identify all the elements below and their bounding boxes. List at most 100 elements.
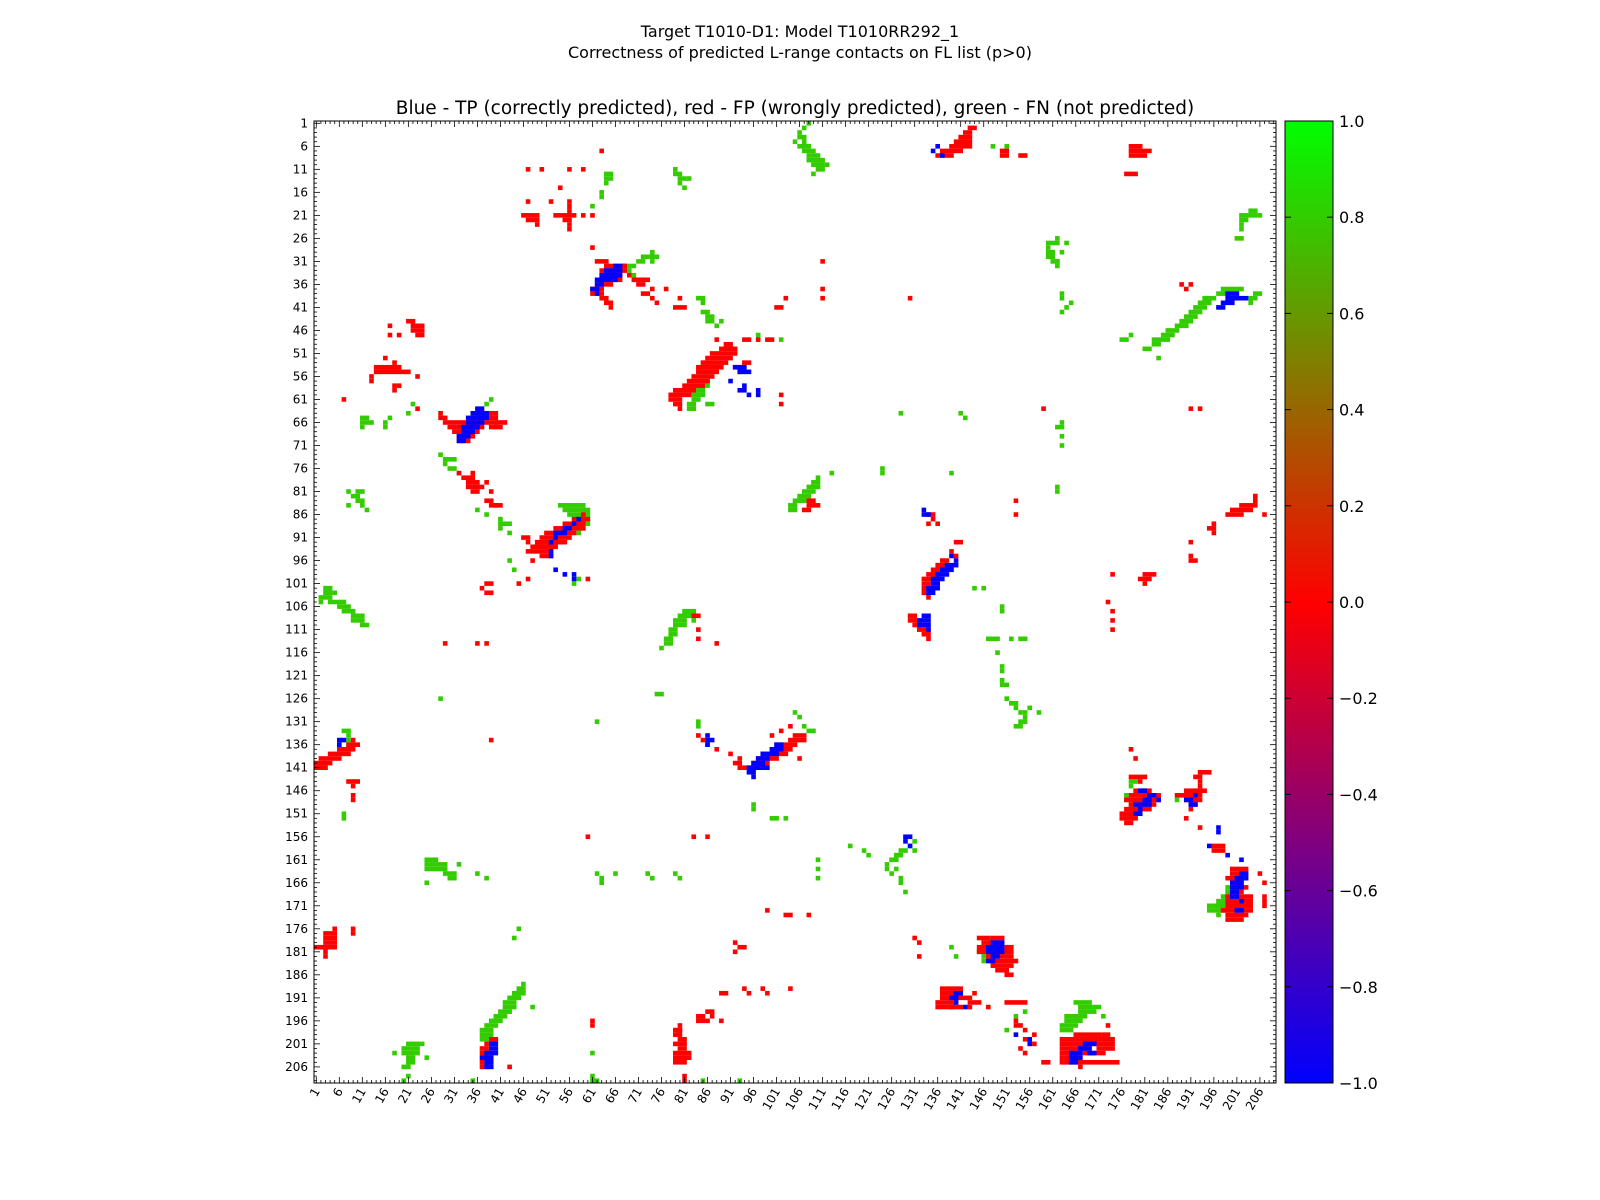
contact-cell-fp — [580, 213, 586, 218]
x-tick-label: 6 — [330, 1086, 346, 1100]
contact-cell-fp — [548, 199, 554, 204]
contact-cell-fn — [507, 530, 512, 536]
colorbar-tick-label: −0.8 — [1339, 978, 1378, 997]
contact-cell-fp — [1022, 1027, 1028, 1033]
contact-cell-tp — [1133, 811, 1143, 817]
contact-cell-tp — [548, 553, 554, 559]
contact-cell-fn — [488, 397, 494, 402]
contact-cell-fp — [926, 572, 940, 577]
contact-cell-tp — [576, 516, 581, 522]
contact-cell-fp — [323, 949, 328, 955]
contact-cell-fp — [696, 369, 720, 375]
contact-cell-fn — [801, 489, 816, 494]
contact-cell-fn — [613, 871, 618, 876]
contact-cell-fn — [797, 714, 802, 720]
contact-cell-tp — [613, 272, 623, 278]
contact-cell-fn — [792, 498, 807, 504]
contact-cell-fp — [590, 213, 595, 218]
contact-cell-fp — [387, 332, 393, 338]
contact-cell-fp — [1096, 1046, 1115, 1051]
y-tick-label: 56 — [293, 369, 308, 383]
x-tick-label: 171 — [1082, 1086, 1106, 1113]
contact-cell-fn — [493, 1013, 508, 1019]
y-tick-label: 156 — [285, 830, 308, 844]
contact-cell-fp — [1096, 1041, 1115, 1047]
contact-cell-fp — [314, 765, 328, 770]
contact-cell-fn — [880, 466, 885, 471]
contact-cell-fn — [1142, 346, 1152, 352]
contact-cell-tp — [1220, 300, 1235, 306]
contact-cell-tp — [594, 282, 604, 287]
contact-cell-fn — [673, 622, 687, 628]
contact-cell-fn — [479, 1036, 489, 1042]
y-tick-label: 61 — [293, 392, 308, 406]
contact-cell-fp — [530, 544, 558, 550]
contact-cell-fn — [650, 249, 655, 255]
contact-cell-fp — [907, 618, 917, 623]
y-tick-label: 181 — [285, 945, 308, 959]
contact-cell-fp — [438, 415, 448, 421]
contact-cell-fn — [1239, 213, 1258, 218]
y-tick-label: 196 — [285, 1014, 308, 1028]
contact-cell-fn — [898, 410, 904, 416]
contact-cell-fp — [677, 1036, 687, 1042]
contact-cell-fn — [1064, 305, 1069, 310]
contact-cell-fn — [1064, 240, 1069, 246]
contact-cell-tp — [484, 1050, 499, 1056]
contact-cell-fn — [792, 710, 798, 715]
contact-cell-fp — [953, 539, 964, 545]
contact-cell-fp — [691, 613, 701, 619]
contact-cell-fn — [866, 852, 871, 858]
contact-cell-fp — [926, 595, 931, 600]
x-tick-label: 86 — [694, 1086, 714, 1106]
contact-cell-fn — [1045, 254, 1056, 260]
contact-cell-fp — [1262, 512, 1267, 517]
contact-cell-fn — [1156, 355, 1161, 361]
x-tick-label: 201 — [1220, 1086, 1244, 1113]
contact-cell-fn — [696, 295, 706, 301]
contact-cell-tp — [571, 572, 577, 577]
contact-cell-fp — [1262, 894, 1267, 899]
contact-cell-tp — [935, 144, 940, 149]
contact-cell-fn — [424, 880, 430, 886]
contact-cell-tp — [1142, 797, 1152, 803]
contact-cell-fp — [350, 737, 356, 743]
contact-cell-fp — [696, 1018, 710, 1024]
contact-cell-fp — [650, 295, 655, 301]
contact-cells — [314, 121, 1267, 1083]
contact-cell-tp — [769, 746, 784, 752]
contact-cell-fn — [806, 728, 816, 734]
colorbar-tick-label: −0.4 — [1339, 785, 1378, 804]
x-tick-label: 11 — [349, 1086, 369, 1106]
contact-cell-fp — [350, 793, 356, 798]
contact-cell-fp — [1110, 627, 1115, 632]
contact-cell-fp — [926, 636, 931, 642]
x-tick-label: 81 — [671, 1086, 691, 1106]
contact-cell-fp — [1110, 608, 1115, 614]
contact-cell-fn — [1151, 337, 1171, 342]
contact-cell-fn — [424, 1055, 430, 1060]
contact-cell-fp — [580, 167, 586, 172]
y-tick-label: 26 — [293, 231, 308, 245]
contact-cell-fn — [1206, 908, 1226, 913]
contact-cell-fp — [539, 553, 554, 559]
contact-cell-tp — [755, 387, 761, 393]
contact-cell-fp — [622, 263, 627, 269]
contact-cell-fp — [332, 926, 338, 932]
contact-cell-fn — [788, 503, 798, 508]
contact-cell-fp — [691, 834, 697, 840]
contact-cell-fn — [696, 719, 701, 724]
contact-cell-fp — [530, 558, 535, 563]
contact-cell-tp — [571, 576, 577, 582]
plot-title: Blue - TP (correctly predicted), red - F… — [396, 98, 1195, 119]
contact-cell-fn — [696, 387, 706, 393]
contact-cell-fp — [921, 581, 931, 586]
contact-cell-fp — [525, 199, 531, 204]
contact-cell-fn — [1183, 314, 1198, 319]
contact-cell-fp — [801, 507, 812, 513]
contact-cell-fp — [714, 337, 720, 342]
contact-cell-fp — [1262, 898, 1267, 904]
contact-cell-fn — [631, 272, 637, 278]
contact-cell-fp — [521, 213, 540, 218]
contact-cell-fp — [1119, 816, 1138, 821]
